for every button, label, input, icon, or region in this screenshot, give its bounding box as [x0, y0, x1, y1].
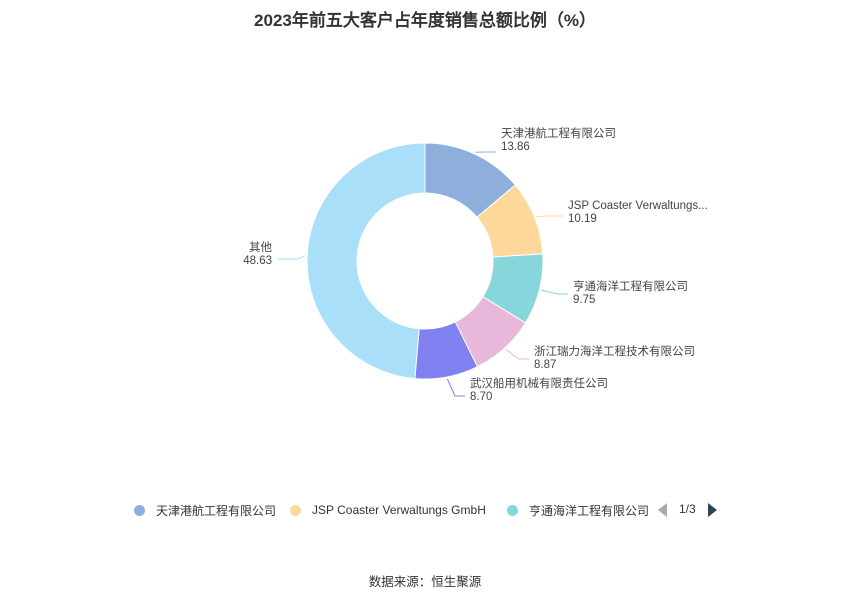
leader-line-2 [541, 289, 568, 295]
slice-label-5: 其他 [249, 241, 272, 254]
slice-5[interactable] [306, 142, 426, 380]
slice-label-3: 浙江瑞力海洋工程技术有限公司 [534, 344, 695, 358]
slice-value-3: 8.87 [534, 359, 556, 371]
leader-line-3 [505, 349, 529, 360]
legend-label-2: 亨通海洋工程有限公司 [529, 503, 650, 518]
slice-value-4: 8.70 [470, 391, 492, 403]
slice-value-0: 13.86 [501, 141, 530, 153]
legend-dot-0 [134, 504, 145, 516]
leader-line-4 [446, 378, 465, 397]
slice-value-1: 10.19 [568, 213, 597, 225]
legend-item-2[interactable]: 亨通海洋工程有限公司 [507, 500, 649, 520]
legend-label-1: JSP Coaster Verwaltungs GmbH [312, 503, 486, 517]
source-note: 数据来源：恒生聚源 [368, 575, 482, 589]
legend-dot-2 [507, 504, 518, 516]
legend-prev-page-icon[interactable] [658, 503, 667, 517]
leader-line-5 [278, 255, 306, 260]
legend: 天津港航工程有限公司 JSP Coaster Verwaltungs GmbH … [0, 500, 850, 520]
slice-value-5: 48.63 [243, 255, 272, 267]
legend-item-1[interactable]: JSP Coaster Verwaltungs GmbH [290, 500, 486, 520]
legend-dot-1 [290, 504, 301, 516]
legend-next-page-icon[interactable] [708, 503, 717, 517]
legend-label-0: 天津港航工程有限公司 [156, 503, 277, 518]
slice-label-2: 亨通海洋工程有限公司 [573, 279, 688, 293]
legend-item-0[interactable]: 天津港航工程有限公司 [134, 500, 276, 520]
slice-label-0: 天津港航工程有限公司 [501, 126, 616, 140]
slice-label-1: JSP Coaster Verwaltungs... [568, 200, 708, 212]
legend-page-indicator: 1/3 [679, 502, 696, 516]
slice-label-4: 武汉船用机械有限责任公司 [470, 376, 608, 390]
chart-title: 2023年前五大客户占年度销售总额比例（%） [254, 11, 596, 30]
slice-value-2: 9.75 [573, 294, 595, 306]
leader-line-1 [536, 215, 563, 218]
